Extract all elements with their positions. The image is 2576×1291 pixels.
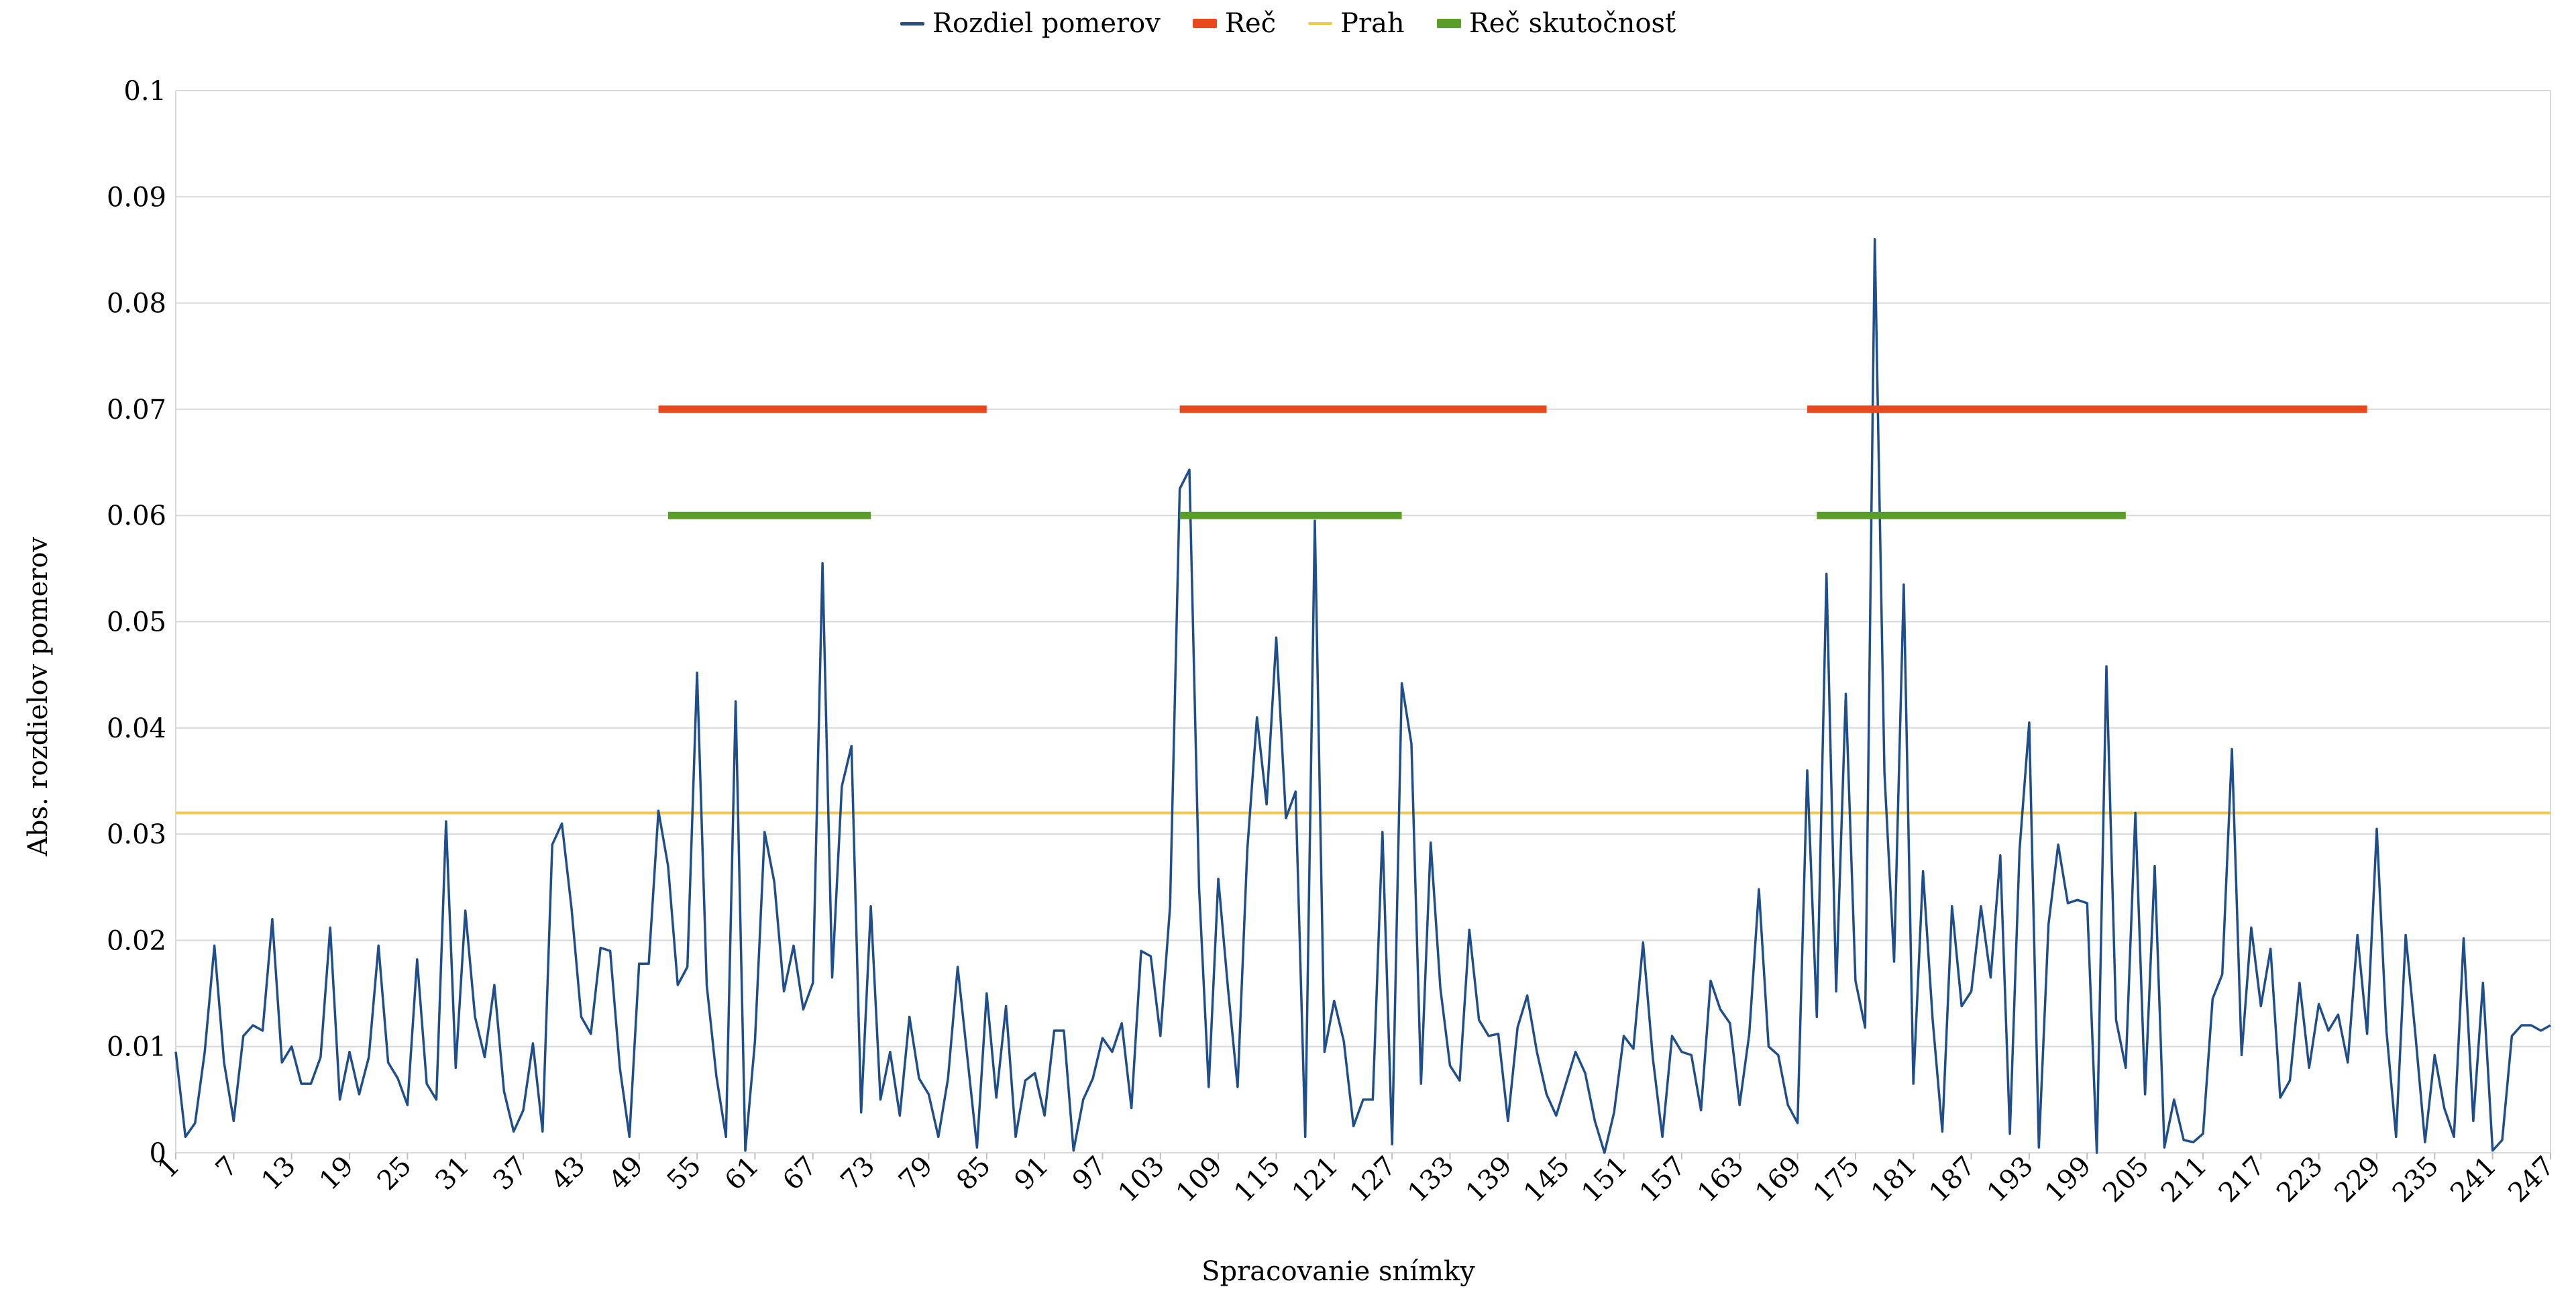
x-tick-label: 97: [1067, 1151, 1113, 1197]
x-tick-label: 109: [1171, 1151, 1229, 1209]
y-tick-label: 0.01: [107, 1032, 166, 1063]
y-tick-labels: 0 0.01 0.02 0.03 0.04 0.05 0.06 0.07 0.08 0.09 0.1: [107, 76, 166, 1169]
legend: Rozdiel pomerov Reč Prah Reč skutočnosť: [0, 8, 2576, 39]
x-tick-label: 115: [1228, 1151, 1287, 1209]
x-tick-label: 37: [488, 1151, 534, 1197]
x-tick-label: 247: [2503, 1151, 2561, 1209]
legend-label-rozdiel-pomerov: Rozdiel pomerov: [932, 8, 1161, 39]
x-tick-label: 55: [661, 1151, 708, 1197]
x-tick-label: 85: [951, 1151, 997, 1197]
x-tick-label: 73: [835, 1151, 881, 1197]
x-tick-label: 121: [1286, 1151, 1344, 1209]
x-tick-label: 223: [2271, 1151, 2329, 1209]
x-tick-label: 19: [314, 1151, 360, 1197]
series: [174, 238, 2551, 1154]
x-tick-label: 169: [1750, 1151, 1808, 1209]
x-tick-label: 241: [2445, 1151, 2503, 1209]
x-tick-label: 181: [1866, 1151, 1924, 1209]
y-tick-label: 0: [150, 1138, 166, 1169]
x-tick-labels: 1 7 13 19 25 31 37 43 49 55 61 67 73 79 85 91 97 103 109 11…: [152, 1151, 2561, 1209]
x-tick-label: 79: [893, 1151, 939, 1197]
x-tick-label: 151: [1576, 1151, 1634, 1209]
x-axis-label: Spracovanie snímky: [1201, 1256, 1475, 1287]
y-tick-label: 0.04: [107, 713, 166, 744]
x-tick-label: 163: [1692, 1151, 1750, 1209]
legend-item-rec: Reč: [1192, 8, 1277, 39]
x-tick-label: 91: [1009, 1151, 1055, 1197]
y-tick-label: 0.05: [107, 607, 166, 638]
x-tick-label: 199: [2039, 1151, 2098, 1209]
legend-item-rec-skutocnost: Reč skutočnosť: [1436, 8, 1676, 39]
x-tick-label: 31: [429, 1151, 476, 1197]
legend-item-prah: Prah: [1308, 8, 1405, 39]
y-tick-label: 0.06: [107, 501, 166, 531]
x-tick-label: 211: [2155, 1151, 2214, 1209]
y-tick-label: 0.1: [123, 76, 166, 107]
x-tick-label: 187: [1923, 1151, 1982, 1209]
legend-label-rec-skutocnost: Reč skutočnosť: [1468, 8, 1676, 39]
x-tick-label: 127: [1344, 1151, 1403, 1209]
x-tick-label: 217: [2213, 1151, 2271, 1209]
legend-label-prah: Prah: [1340, 8, 1405, 39]
legend-label-rec: Reč: [1224, 8, 1277, 39]
y-tick-label: 0.03: [107, 819, 166, 850]
x-tick-label: 7: [210, 1151, 244, 1185]
x-tick-label: 133: [1402, 1151, 1460, 1209]
grid: [175, 90, 2551, 1153]
y-axis-label: Abs. rozdielov pomerov: [23, 537, 54, 857]
series-rozdiel-pomerov: [174, 238, 2551, 1154]
y-tick-label: 0.09: [107, 182, 166, 213]
y-tick-label: 0.07: [107, 395, 166, 425]
x-tick-label: 145: [1518, 1151, 1576, 1209]
legend-swatch-rec-skutocnost: [1436, 19, 1461, 28]
x-tick-label: 67: [777, 1151, 823, 1197]
x-tick-label: 13: [256, 1151, 302, 1197]
x-tick-label: 235: [2387, 1151, 2445, 1209]
legend-swatch-rec: [1192, 19, 1217, 28]
legend-swatch-prah: [1308, 22, 1333, 25]
x-tick-label: 139: [1460, 1151, 1518, 1209]
legend-item-rozdiel-pomerov: Rozdiel pomerov: [900, 8, 1161, 39]
x-tick-label: 175: [1807, 1151, 1866, 1209]
x-tick-label: 61: [719, 1151, 765, 1197]
x-tick-label: 25: [372, 1151, 418, 1197]
legend-swatch-rozdiel-pomerov: [900, 21, 924, 25]
x-tick-label: 229: [2329, 1151, 2387, 1209]
x-tick-label: 43: [545, 1151, 592, 1197]
x-tick-label: 193: [1981, 1151, 2039, 1209]
y-tick-label: 0.08: [107, 289, 166, 319]
x-tick-label: 49: [603, 1151, 649, 1197]
x-tick-label: 205: [2097, 1151, 2155, 1209]
x-tick-label: 157: [1633, 1151, 1692, 1209]
y-tick-label: 0.02: [107, 925, 166, 956]
x-tick-label: 103: [1112, 1151, 1171, 1209]
